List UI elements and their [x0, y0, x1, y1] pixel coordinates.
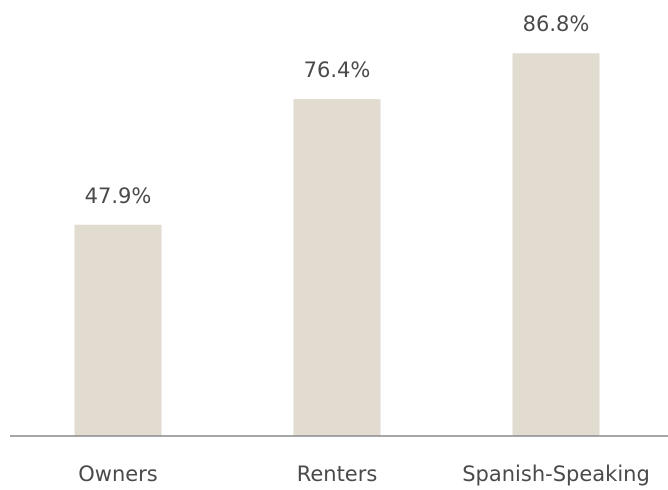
bar [293, 99, 381, 437]
data-label: 86.8% [523, 12, 590, 36]
x-tick-label: Spanish-Speaking [462, 462, 650, 486]
bar [512, 53, 600, 436]
bar [74, 224, 162, 436]
x-tick-label: Renters [297, 462, 378, 486]
data-label: 76.4% [304, 58, 371, 82]
x-tick-label: Owners [78, 462, 158, 486]
data-label: 47.9% [85, 184, 152, 208]
